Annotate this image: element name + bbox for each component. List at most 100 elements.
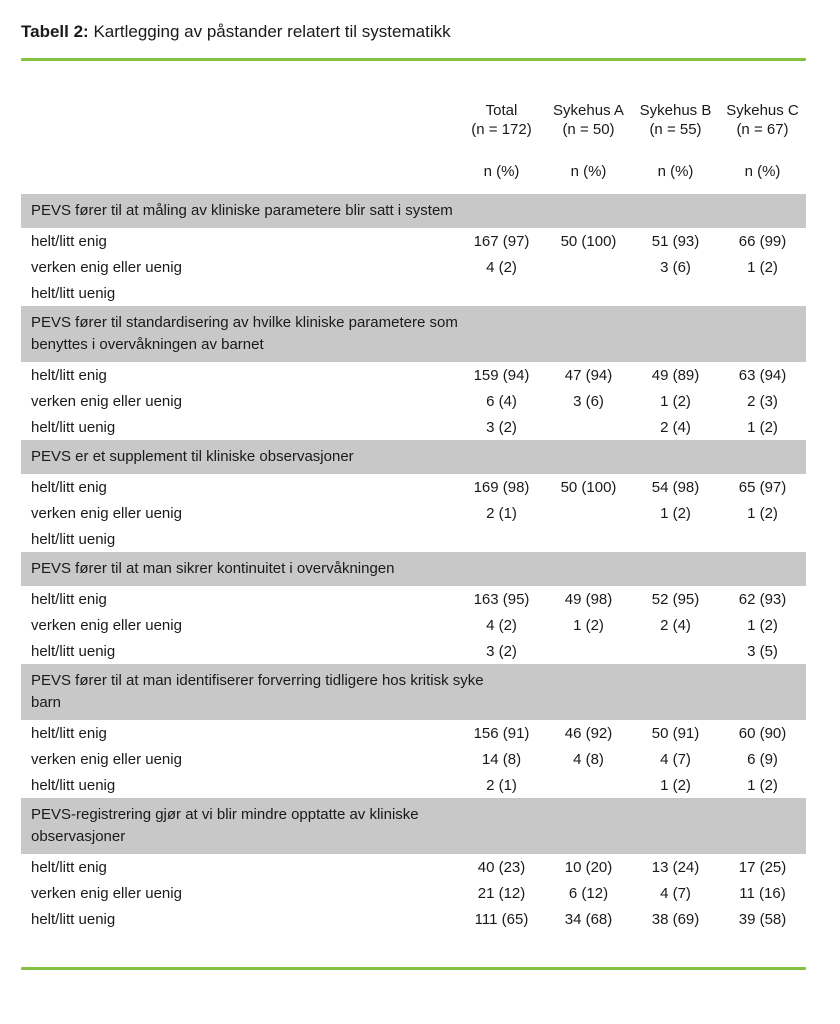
row-label: helt/litt uenig xyxy=(31,284,116,302)
statement-band: PEVS fører til standardisering av hvilke… xyxy=(21,306,806,362)
column-header: Total (n = 172) xyxy=(458,101,545,139)
row-label: helt/litt enig xyxy=(31,590,107,608)
table-row: verken enig eller uenig 6 (4) 3 (6) 1 (2) 2 … xyxy=(21,388,806,414)
cell-value: 4 (2) xyxy=(486,258,517,276)
cell-value: 40 (23) xyxy=(477,858,526,876)
cell-value: 50 (100) xyxy=(560,232,617,250)
table-row: helt/litt uenig 3 (2) 2 (4) 1 (2) xyxy=(21,414,806,440)
table-row: helt/litt uenig xyxy=(21,280,806,306)
cell-value: 3 (2) xyxy=(486,418,517,436)
row-label: verken enig eller uenig xyxy=(31,504,182,522)
cell-value: 156 (91) xyxy=(473,724,530,742)
unit-header: n (%) xyxy=(570,163,607,180)
statement-text: PEVS-registrering gjør at vi blir mindre… xyxy=(31,806,419,845)
cell-value: 111 (65) xyxy=(474,910,529,928)
unit-header: n (%) xyxy=(657,163,694,180)
row-label: helt/litt enig xyxy=(31,858,107,876)
cell-value: 63 (94) xyxy=(738,366,787,384)
cell-value: 4 (2) xyxy=(486,616,517,634)
column-header-n: (n = 55) xyxy=(649,121,702,138)
bottom-rule xyxy=(21,967,806,970)
cell-value: 2 (4) xyxy=(660,418,691,436)
cell-value: 66 (99) xyxy=(738,232,787,250)
cell-value: 3 (6) xyxy=(573,392,604,410)
column-header: Sykehus B (n = 55) xyxy=(632,101,719,139)
column-header-name: Sykehus B xyxy=(639,102,712,119)
caption-label: Tabell 2: xyxy=(21,22,89,41)
cell-value: 6 (4) xyxy=(486,392,517,410)
statement-text: PEVS fører til at måling av kliniske par… xyxy=(31,202,453,219)
table-row: helt/litt uenig 3 (2) 3 (5) xyxy=(21,638,806,664)
row-label: helt/litt enig xyxy=(31,478,107,496)
row-label: helt/litt uenig xyxy=(31,776,116,794)
cell-value: 60 (90) xyxy=(738,724,787,742)
table-row: verken enig eller uenig 4 (2) 1 (2) 2 (4) 1 … xyxy=(21,612,806,638)
statement-text: PEVS fører til at man identifiserer forv… xyxy=(31,672,484,711)
statement-band: PEVS fører til at man identifiserer forv… xyxy=(21,664,806,720)
column-header: Sykehus A (n = 50) xyxy=(545,101,632,139)
cell-value: 62 (93) xyxy=(738,590,787,608)
cell-value: 1 (2) xyxy=(660,392,691,410)
cell-value: 6 (9) xyxy=(747,750,778,768)
statement-band: PEVS er et supplement til kliniske obser… xyxy=(21,440,806,474)
cell-value: 13 (24) xyxy=(651,858,700,876)
cell-value: 46 (92) xyxy=(564,724,613,742)
cell-value: 1 (2) xyxy=(747,776,778,794)
cell-value: 4 (7) xyxy=(660,884,691,902)
row-label: helt/litt uenig xyxy=(31,418,116,436)
cell-value: 1 (2) xyxy=(747,504,778,522)
statement-text: PEVS fører til at man sikrer kontinuitet… xyxy=(31,560,395,577)
table-caption: Tabell 2: Kartlegging av påstander relat… xyxy=(21,20,806,44)
unit-header: n (%) xyxy=(744,163,781,180)
table-row: verken enig eller uenig 2 (1) 1 (2) 1 (2) xyxy=(21,500,806,526)
table-row: verken enig eller uenig 14 (8) 4 (8) 4 (7) 6… xyxy=(21,746,806,772)
table-row: helt/litt enig 159 (94) 47 (94) 49 (89) 63 (… xyxy=(21,362,806,388)
statement-band: PEVS-registrering gjør at vi blir mindre… xyxy=(21,798,806,854)
cell-value: 3 (6) xyxy=(660,258,691,276)
cell-value: 54 (98) xyxy=(651,478,700,496)
column-header-name: Sykehus A xyxy=(553,102,624,119)
cell-value: 11 (16) xyxy=(739,884,786,902)
unit-header-row: n (%) n (%) n (%) n (%) xyxy=(21,163,806,180)
caption-text: Kartlegging av påstander relatert til sy… xyxy=(93,22,451,41)
cell-value: 163 (95) xyxy=(473,590,530,608)
cell-value: 34 (68) xyxy=(564,910,613,928)
row-label: helt/litt uenig xyxy=(31,530,116,548)
cell-value: 65 (97) xyxy=(738,478,787,496)
cell-value: 2 (3) xyxy=(747,392,778,410)
cell-value: 1 (2) xyxy=(660,504,691,522)
unit-header: n (%) xyxy=(483,163,520,180)
cell-value: 50 (91) xyxy=(651,724,700,742)
cell-value: 51 (93) xyxy=(651,232,700,250)
row-label: verken enig eller uenig xyxy=(31,392,182,410)
cell-value: 1 (2) xyxy=(747,616,778,634)
claims-table: Total (n = 172) Sykehus A (n = 50) Sykehus B… xyxy=(21,101,806,932)
table-row: helt/litt uenig 2 (1) 1 (2) 1 (2) xyxy=(21,772,806,798)
cell-value: 159 (94) xyxy=(473,366,530,384)
cell-value: 167 (97) xyxy=(473,232,530,250)
table-row: helt/litt enig 40 (23) 10 (20) 13 (24) 17 (2… xyxy=(21,854,806,880)
cell-value: 52 (95) xyxy=(651,590,700,608)
cell-value: 50 (100) xyxy=(560,478,617,496)
cell-value: 21 (12) xyxy=(477,884,526,902)
cell-value: 1 (2) xyxy=(747,258,778,276)
row-label: helt/litt uenig xyxy=(31,642,116,660)
cell-value: 1 (2) xyxy=(660,776,691,794)
cell-value: 4 (7) xyxy=(660,750,691,768)
statement-text: PEVS fører til standardisering av hvilke… xyxy=(31,314,458,353)
row-label: verken enig eller uenig xyxy=(31,616,182,634)
cell-value: 2 (1) xyxy=(486,776,517,794)
table-row: helt/litt enig 169 (98) 50 (100) 54 (98) 65 … xyxy=(21,474,806,500)
row-label: helt/litt enig xyxy=(31,366,107,384)
cell-value: 1 (2) xyxy=(747,418,778,436)
column-header-name: Sykehus C xyxy=(726,102,799,119)
table-header-row: Total (n = 172) Sykehus A (n = 50) Sykehus B… xyxy=(21,101,806,139)
cell-value: 49 (98) xyxy=(564,590,613,608)
cell-value: 2 (4) xyxy=(660,616,691,634)
table-row: helt/litt uenig 111 (65) 34 (68) 38 (69) 39 … xyxy=(21,906,806,932)
table-row: verken enig eller uenig 21 (12) 6 (12) 4 (7… xyxy=(21,880,806,906)
column-header: Sykehus C (n = 67) xyxy=(719,101,806,139)
table-row: verken enig eller uenig 4 (2) 3 (6) 1 (2) xyxy=(21,254,806,280)
row-label: helt/litt enig xyxy=(31,232,107,250)
